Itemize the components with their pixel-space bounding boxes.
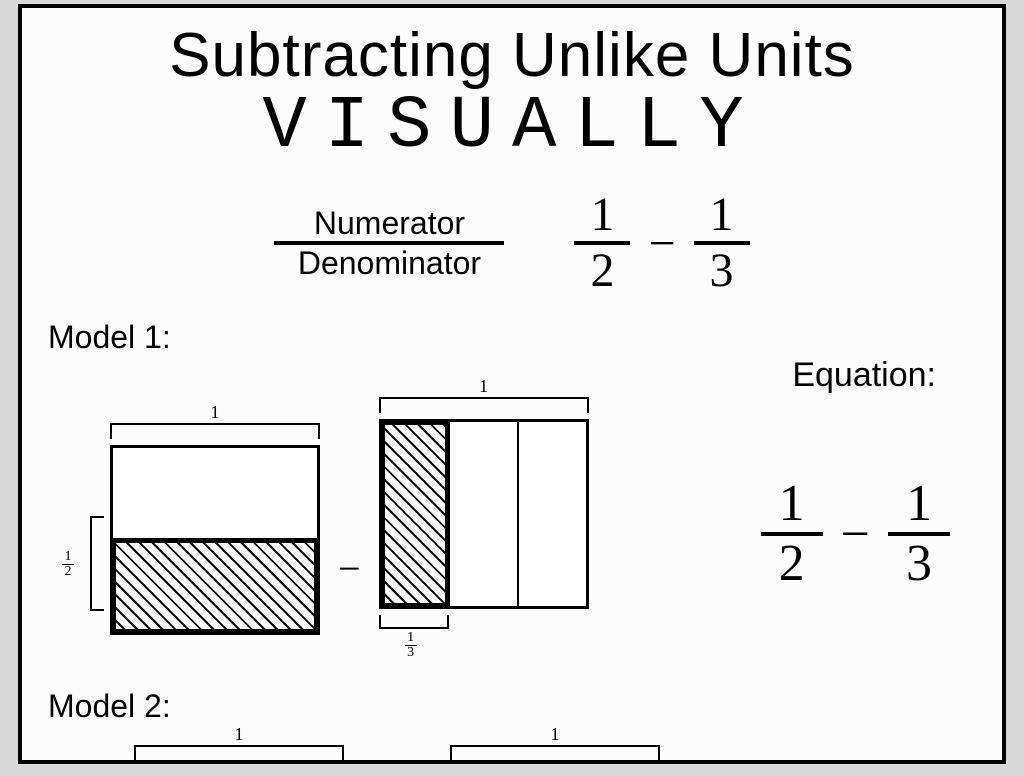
- box-b-whole-label: 1: [479, 376, 488, 397]
- page-frame: Subtracting Unlike Units VISUALLY Numera…: [18, 4, 1006, 764]
- model2-label: Model 2:: [48, 688, 171, 725]
- box-b-group: 1 1 3: [379, 376, 589, 660]
- box-a-side-bracket: 1 2: [78, 413, 104, 623]
- fraction-box-a: [110, 445, 320, 635]
- fraction-term-diagram: Numerator Denominator: [274, 205, 504, 281]
- model1-diagrams: 1 2 1 − 1: [78, 376, 589, 660]
- box-a-side-fraction: 1 2: [62, 550, 74, 579]
- box-a-whole-label: 1: [211, 402, 220, 423]
- model1-minus: −: [320, 545, 379, 592]
- box-b-col-1-shaded: [382, 422, 451, 606]
- box-b-col-3: [519, 422, 586, 606]
- definition-row: Numerator Denominator 1 2 − 1 3: [48, 189, 976, 297]
- eq-minus: −: [841, 505, 870, 564]
- box-a-row-bottom-shaded: [113, 540, 317, 632]
- box-a-top-bracket: [110, 423, 320, 439]
- model2-box-a-top: 1: [134, 724, 344, 767]
- box-b-bottom-fraction: 1 3: [405, 631, 417, 660]
- eq-frac-b: 1 3: [888, 476, 950, 592]
- main-expression: 1 2 − 1 3: [574, 189, 749, 297]
- box-b-col-2: [450, 422, 519, 606]
- minus-sign: −: [648, 216, 675, 271]
- title-line-2: VISUALLY: [48, 85, 976, 169]
- box-a-group: 1: [110, 402, 320, 635]
- fraction-box-b: [379, 419, 589, 609]
- box-a-row-top: [113, 448, 317, 540]
- numerator-label: Numerator: [308, 205, 471, 241]
- box-b-bottom-bracket: [379, 615, 449, 629]
- denominator-label: Denominator: [292, 245, 487, 281]
- title-line-1: Subtracting Unlike Units: [48, 16, 976, 91]
- model1-label: Model 1:: [48, 319, 976, 356]
- equation-expression: 1 2 − 1 3: [761, 476, 950, 592]
- box-b-bottom-bracket-group: 1 3: [379, 609, 589, 660]
- lower-region: Equation: 1 2 − 1 3 1 2: [48, 356, 976, 776]
- main-frac-a: 1 2: [574, 189, 630, 297]
- equation-label: Equation:: [792, 356, 936, 395]
- box-b-top-bracket: [379, 397, 589, 413]
- eq-frac-a: 1 2: [761, 476, 823, 592]
- model2-partial: 1 1: [134, 724, 660, 767]
- main-frac-b: 1 3: [694, 189, 750, 297]
- model2-box-b-top: 1: [450, 724, 660, 767]
